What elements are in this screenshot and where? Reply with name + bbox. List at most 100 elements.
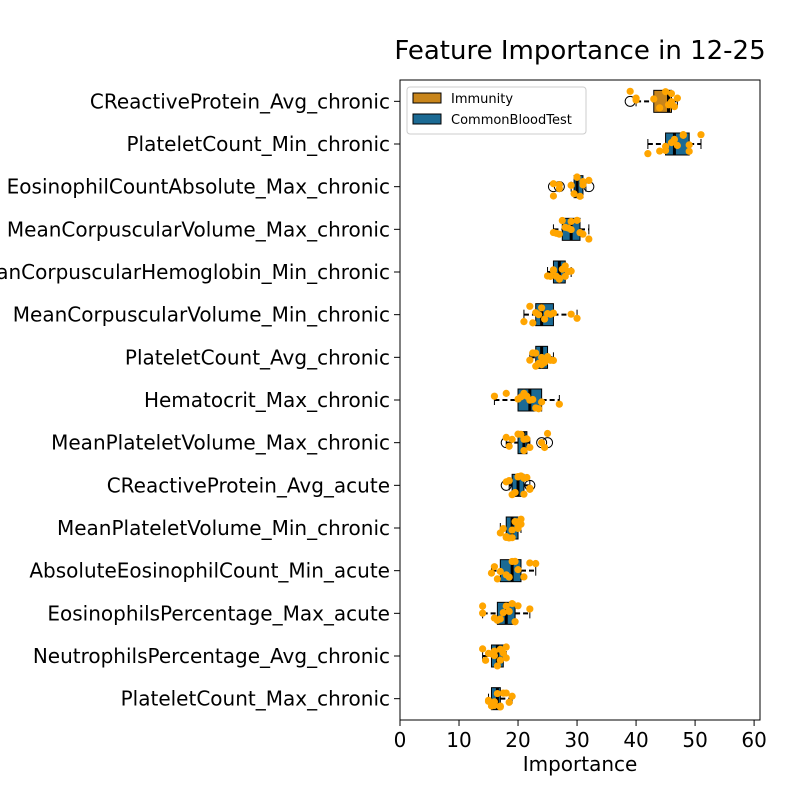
feature-row: PlateletCount_Avg_chronic bbox=[125, 345, 558, 370]
data-point bbox=[667, 89, 676, 98]
feature-row: NeutrophilsPercentage_Avg_chronic bbox=[33, 643, 510, 670]
feature-row: Hematocrit_Max_chronic bbox=[144, 388, 563, 413]
data-point bbox=[573, 314, 581, 322]
data-point bbox=[496, 615, 504, 623]
data-point bbox=[523, 435, 531, 443]
data-point bbox=[496, 567, 504, 576]
data-point bbox=[579, 230, 587, 238]
data-point bbox=[670, 135, 679, 143]
y-tick-label: MeanCorpuscularHemoglobin_Min_chronic bbox=[0, 260, 390, 284]
data-point bbox=[496, 702, 504, 710]
data-point bbox=[540, 315, 549, 323]
data-point bbox=[529, 395, 537, 404]
y-tick-label: EosinophilCountAbsolute_Max_chronic bbox=[7, 175, 390, 199]
data-point bbox=[526, 559, 534, 567]
x-tick-label: 10 bbox=[446, 728, 471, 752]
plot-area: 0 10 20 30 40 50 60 CReactiveProtein_Avg_chroni… bbox=[0, 79, 767, 752]
data-point bbox=[532, 349, 540, 357]
data-point bbox=[520, 490, 528, 498]
y-tick-label: CReactiveProtein_Avg_chronic bbox=[90, 89, 390, 113]
data-point bbox=[626, 87, 634, 95]
feature-row: MeanCorpuscularHemoglobin_Min_chronic bbox=[0, 260, 575, 284]
data-point bbox=[558, 216, 566, 225]
data-point bbox=[490, 563, 499, 571]
data-point bbox=[555, 230, 563, 238]
data-point bbox=[555, 400, 563, 408]
data-point bbox=[567, 267, 575, 275]
legend-swatch bbox=[412, 92, 442, 104]
data-point bbox=[508, 534, 516, 542]
data-point bbox=[523, 473, 531, 482]
data-point bbox=[520, 318, 528, 326]
data-point bbox=[502, 602, 510, 610]
data-point bbox=[567, 181, 575, 189]
feature-row: EosinophilCountAbsolute_Max_chronic bbox=[7, 173, 595, 200]
data-point bbox=[502, 433, 510, 442]
data-point bbox=[549, 180, 558, 188]
data-point bbox=[567, 225, 575, 234]
data-point bbox=[661, 88, 670, 96]
data-point bbox=[508, 435, 516, 443]
data-point bbox=[540, 443, 549, 452]
y-tick-label: PlateletCount_Max_chronic bbox=[121, 687, 390, 711]
data-point bbox=[529, 319, 537, 327]
y-tick-label: MeanPlateletVolume_Max_chronic bbox=[51, 431, 390, 455]
x-tick-label: 40 bbox=[623, 728, 648, 752]
data-point bbox=[499, 524, 507, 533]
data-point bbox=[493, 575, 501, 583]
data-point bbox=[520, 446, 528, 455]
data-point bbox=[520, 573, 528, 581]
data-point bbox=[490, 652, 499, 660]
data-point bbox=[496, 656, 504, 664]
data-point bbox=[685, 147, 693, 155]
data-point bbox=[549, 356, 558, 365]
data-point bbox=[546, 272, 555, 280]
data-point bbox=[487, 569, 496, 577]
data-point bbox=[493, 689, 501, 698]
data-point bbox=[502, 389, 510, 397]
legend-frame bbox=[406, 86, 587, 135]
data-point bbox=[508, 692, 516, 700]
data-point bbox=[549, 267, 558, 275]
x-tick-label: 0 bbox=[394, 728, 407, 752]
data-point bbox=[505, 607, 513, 615]
data-point bbox=[517, 520, 525, 528]
data-point bbox=[508, 526, 516, 534]
data-point bbox=[502, 654, 510, 662]
feature-row: AbsoluteEosinophilCount_Min_acute bbox=[29, 557, 540, 583]
y-tick-label: MeanCorpuscularVolume_Min_chronic bbox=[13, 303, 390, 327]
data-point bbox=[505, 477, 513, 485]
data-point bbox=[650, 95, 658, 103]
feature-row: CReactiveProtein_Avg_chronic bbox=[90, 87, 681, 113]
feature-row: MeanPlateletVolume_Max_chronic bbox=[51, 429, 554, 455]
data-point bbox=[570, 190, 578, 198]
data-point bbox=[576, 192, 584, 200]
data-point bbox=[502, 643, 510, 651]
data-point bbox=[673, 94, 681, 102]
data-point bbox=[511, 557, 519, 565]
data-point bbox=[532, 559, 540, 568]
data-point bbox=[479, 645, 487, 653]
data-point bbox=[526, 605, 534, 613]
y-tick-label: NeutrophilsPercentage_Avg_chronic bbox=[33, 644, 390, 668]
data-point bbox=[526, 485, 534, 493]
y-tick-label: PlateletCount_Min_chronic bbox=[126, 132, 390, 156]
data-point bbox=[549, 192, 558, 200]
feature-row: MeanPlateletVolume_Min_chronic bbox=[57, 515, 525, 542]
data-point bbox=[511, 618, 519, 626]
feature-row: EosinophilsPercentage_Max_acute bbox=[47, 600, 534, 626]
y-tick-label: EosinophilsPercentage_Max_acute bbox=[47, 601, 390, 625]
legend-swatch bbox=[412, 113, 442, 125]
data-point bbox=[632, 96, 640, 104]
x-tick-label: 50 bbox=[682, 728, 707, 752]
data-point bbox=[549, 309, 558, 317]
y-tick-label: AbsoluteEosinophilCount_Min_acute bbox=[29, 559, 390, 583]
data-point bbox=[561, 262, 569, 270]
data-point bbox=[493, 662, 501, 670]
data-point bbox=[679, 131, 687, 139]
x-tick-label: 20 bbox=[505, 728, 530, 752]
x-tick-label: 30 bbox=[564, 728, 589, 752]
data-point bbox=[585, 176, 593, 184]
y-tick-label: CReactiveProtein_Avg_acute bbox=[107, 473, 390, 497]
